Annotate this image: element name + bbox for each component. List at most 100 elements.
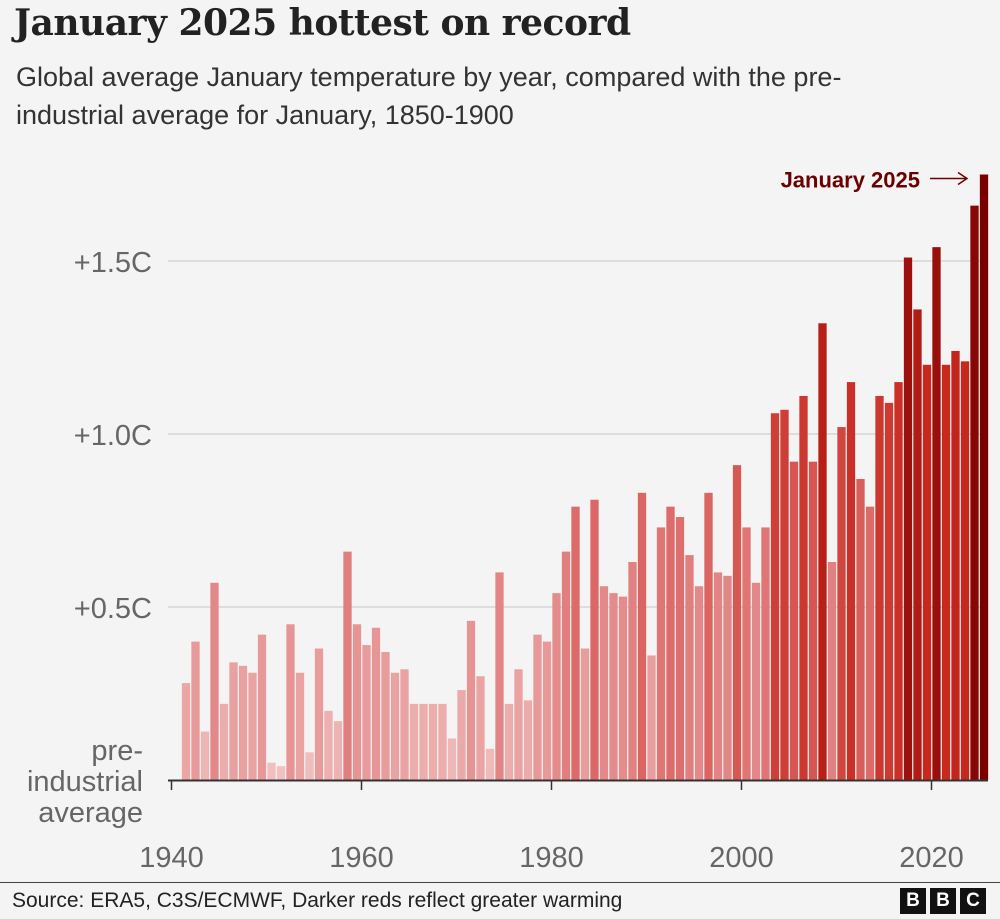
bar <box>352 624 362 780</box>
bar <box>314 648 324 780</box>
bar <box>267 762 276 780</box>
bar <box>685 555 694 780</box>
bar <box>865 506 875 780</box>
bar <box>371 627 381 780</box>
bbc-logo: B B C <box>900 888 986 914</box>
bar <box>818 323 827 780</box>
bar <box>704 492 713 780</box>
bar <box>960 361 970 780</box>
bar <box>951 350 960 780</box>
bar <box>485 748 495 780</box>
bar <box>200 731 210 780</box>
bar <box>400 669 409 780</box>
bar <box>381 651 390 780</box>
bar <box>941 364 951 780</box>
bar <box>590 499 599 780</box>
bar <box>333 721 343 780</box>
x-tick-label: 2020 <box>899 842 964 874</box>
bar <box>884 402 894 780</box>
x-tick-label: 1980 <box>519 842 584 874</box>
source-note: Source: ERA5, C3S/ECMWF, Darker reds ref… <box>12 889 623 912</box>
footer: Source: ERA5, C3S/ECMWF, Darker reds ref… <box>0 882 1000 919</box>
y-tick-label: +0.5C <box>74 593 152 625</box>
bar <box>903 257 913 780</box>
bar <box>286 624 295 780</box>
bar <box>675 517 685 780</box>
bar <box>770 413 780 780</box>
bar <box>751 582 761 780</box>
bar <box>580 648 590 780</box>
bar <box>723 575 732 780</box>
bar <box>305 752 314 780</box>
bbc-logo-letter: C <box>960 888 986 914</box>
bar <box>561 551 571 780</box>
bar <box>875 395 884 780</box>
annotation-arrowhead <box>957 171 969 186</box>
bar <box>457 690 466 780</box>
bar <box>808 461 818 780</box>
annotation-label: January 2025 <box>781 168 920 193</box>
bar <box>390 672 400 780</box>
bar <box>922 364 932 780</box>
y-tick-label: +1.5C <box>74 247 152 279</box>
bar <box>542 641 552 780</box>
bar <box>238 665 248 780</box>
bar <box>476 676 485 780</box>
bar <box>428 703 438 780</box>
bbc-logo-letter: B <box>930 888 956 914</box>
bar <box>181 683 191 780</box>
bar-chart: +1.5C +1.0C +0.5C pre-industrial average 1940… <box>27 168 989 874</box>
bar <box>799 395 808 780</box>
bar <box>210 582 219 780</box>
bar <box>846 382 856 780</box>
bar <box>656 527 666 780</box>
bar <box>343 551 352 780</box>
bar <box>932 247 941 780</box>
bar <box>666 506 675 780</box>
bar <box>742 527 751 780</box>
bar <box>694 586 704 780</box>
x-tick-label: 1940 <box>139 842 204 874</box>
bar <box>324 710 333 780</box>
bar <box>599 586 609 780</box>
bar <box>466 620 476 780</box>
bar <box>789 461 799 780</box>
x-tick-label: 1960 <box>329 842 394 874</box>
bar <box>628 562 637 780</box>
bar <box>191 641 200 780</box>
chart-title: January 2025 hottest on record <box>14 2 631 44</box>
bar <box>495 572 504 780</box>
bar <box>362 645 371 780</box>
y-tick-label: +1.0C <box>74 420 152 452</box>
bar <box>447 738 457 780</box>
chart-subtitle: Global average January temperature by ye… <box>16 62 842 130</box>
bar <box>780 409 789 780</box>
bar <box>913 309 922 780</box>
bar <box>970 205 979 780</box>
bar <box>419 703 428 780</box>
y-tick-label: pre-industrial average <box>27 735 143 829</box>
bar <box>276 766 286 780</box>
bar <box>894 382 903 780</box>
bar <box>637 492 647 780</box>
bar <box>219 703 229 780</box>
bar <box>837 427 846 780</box>
bar <box>438 703 447 780</box>
bar <box>514 669 523 780</box>
bar <box>248 672 257 780</box>
bar <box>257 634 267 780</box>
bar <box>504 703 514 780</box>
x-tick-label: 2000 <box>709 842 774 874</box>
bar <box>827 562 837 780</box>
bar <box>229 662 238 780</box>
bbc-logo-letter: B <box>900 888 926 914</box>
bar <box>552 593 561 780</box>
bar <box>609 593 618 780</box>
bar <box>856 478 865 780</box>
bar <box>979 174 989 780</box>
bar <box>533 634 542 780</box>
bar <box>713 572 723 780</box>
bar <box>295 672 305 780</box>
bar <box>647 655 656 780</box>
bar <box>523 700 533 780</box>
